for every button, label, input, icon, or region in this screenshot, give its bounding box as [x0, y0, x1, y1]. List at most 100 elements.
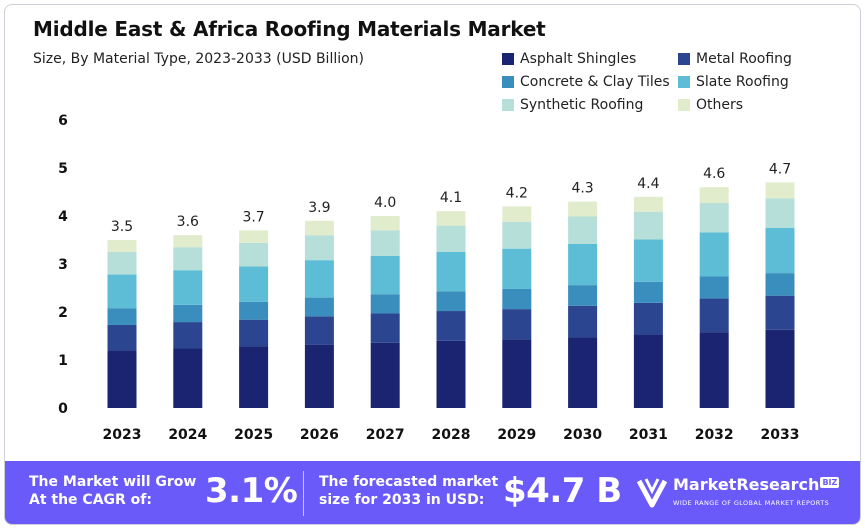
bar-segment-synthetic [699, 203, 729, 233]
brand-badge: BIZ [820, 477, 840, 488]
y-tick-label: 6 [58, 113, 68, 129]
legend-label: Slate Roofing [696, 74, 789, 90]
bar-segment-synthetic [765, 198, 795, 228]
cagr-value: 3.1% [205, 471, 298, 511]
bar-segment-others [502, 206, 532, 222]
legend-label: Metal Roofing [696, 51, 792, 67]
x-tick-label: 2023 [103, 427, 142, 443]
forecast-value: $4.7 B [503, 471, 622, 511]
forecast-label: The forecasted market size for 2033 in U… [319, 473, 498, 509]
bar-segment-slate [568, 243, 598, 286]
bar-segment-slate [107, 274, 137, 309]
x-tick-label: 2027 [366, 427, 405, 443]
bar-segment-concrete [304, 297, 334, 317]
bar-segment-slate [436, 252, 466, 292]
report-card: Middle East & Africa Roofing Materials M… [4, 4, 861, 525]
x-tick-label: 2026 [300, 427, 339, 443]
legend-item-slate: Slate Roofing [678, 74, 842, 90]
bar-segment-synthetic [633, 211, 663, 240]
bar-segment-asphalt [107, 350, 137, 408]
legend-swatch-asphalt [502, 53, 514, 65]
legend-item-concrete: Concrete & Clay Tiles [502, 74, 678, 90]
summary-banner: The Market will Grow At the CAGR of: 3.1… [5, 461, 860, 524]
bar-segment-synthetic [239, 242, 269, 267]
bar-segment-asphalt [370, 342, 400, 408]
bar-total-label: 4.6 [703, 166, 725, 182]
bar-segment-metal [502, 309, 532, 340]
legend-item-synthetic: Synthetic Roofing [502, 97, 678, 113]
bar-segment-slate [239, 266, 269, 302]
bar-total-label: 3.9 [308, 200, 330, 216]
y-tick-label: 2 [58, 305, 68, 321]
x-tick-label: 2024 [168, 427, 207, 443]
bar-segment-metal [436, 311, 466, 341]
cagr-label-line2: At the CAGR of: [29, 492, 152, 508]
bar-segment-slate [633, 239, 663, 282]
bar-segment-concrete [173, 304, 203, 323]
banner-divider [303, 471, 304, 516]
y-tick-label: 4 [58, 209, 68, 225]
bar-segment-others [239, 230, 269, 243]
bar-segment-metal [370, 313, 400, 343]
x-tick-label: 2025 [234, 427, 273, 443]
legend-label: Concrete & Clay Tiles [520, 74, 670, 90]
chart-legend: Asphalt Shingles Metal Roofing Concrete & … [502, 51, 842, 113]
bar-segment-slate [173, 270, 203, 305]
cagr-label: The Market will Grow At the CAGR of: [29, 473, 196, 509]
chart-title: Middle East & Africa Roofing Materials M… [33, 17, 546, 41]
stacked-bar-chart: 0 1 2 3 4 5 6 3.5 2023 3.6 2024 3.7 2025 3.9 2026 4.0 20… [58, 113, 799, 443]
bar-segment-concrete [502, 288, 532, 310]
brand-logo-icon [637, 478, 667, 508]
bar-segment-concrete [107, 308, 137, 325]
bar-segment-synthetic [370, 230, 400, 256]
bar-segment-synthetic [107, 252, 137, 275]
bar-segment-asphalt [239, 346, 269, 408]
legend-label: Asphalt Shingles [520, 51, 637, 67]
bar-segment-metal [107, 324, 137, 351]
bar-total-label: 4.1 [440, 190, 462, 206]
legend-label: Others [696, 97, 744, 113]
bar-total-label: 3.7 [242, 209, 264, 225]
bar-total-label: 4.3 [571, 181, 593, 197]
bar-segment-others [304, 220, 334, 236]
bar-segment-others [173, 235, 203, 248]
bar-segment-asphalt [304, 344, 334, 408]
bar-segment-others [107, 240, 137, 252]
y-tick-label: 0 [58, 401, 68, 417]
bar-segment-metal [568, 305, 598, 338]
x-tick-label: 2032 [695, 427, 734, 443]
x-tick-label: 2029 [497, 427, 536, 443]
bar-segment-others [370, 216, 400, 231]
legend-item-others: Others [678, 97, 842, 113]
bar-segment-synthetic [173, 247, 203, 271]
brand-name: MarketResearch BIZ [673, 475, 840, 494]
bar-segment-concrete [568, 285, 598, 306]
legend-label: Synthetic Roofing [520, 97, 644, 113]
bar-segment-metal [239, 319, 269, 347]
bar-segment-metal [699, 298, 729, 333]
bar-segment-asphalt [765, 329, 795, 408]
forecast-label-line2: size for 2033 in USD: [319, 492, 485, 508]
legend-swatch-slate [678, 76, 690, 88]
bar-segment-synthetic [568, 216, 598, 244]
bar-segment-concrete [765, 273, 795, 296]
y-tick-label: 1 [58, 353, 68, 369]
bar-segment-synthetic [304, 235, 334, 261]
bar-segment-concrete [239, 301, 269, 320]
bar-segment-asphalt [502, 339, 532, 408]
legend-swatch-concrete [502, 76, 514, 88]
bar-segment-others [568, 201, 598, 217]
bar-segment-metal [633, 302, 663, 335]
brand-name-text: MarketResearch [673, 475, 820, 494]
y-tick-label: 3 [58, 257, 68, 273]
x-tick-label: 2031 [629, 427, 668, 443]
bar-segment-slate [304, 260, 334, 298]
bar-total-label: 4.2 [506, 185, 528, 201]
bar-segment-others [765, 182, 795, 199]
bar-segment-asphalt [633, 334, 663, 408]
bar-segment-slate [765, 228, 795, 274]
bar-segment-asphalt [173, 348, 203, 408]
bar-segment-concrete [436, 291, 466, 312]
bar-total-label: 3.5 [111, 219, 133, 235]
legend-swatch-synthetic [502, 99, 514, 111]
